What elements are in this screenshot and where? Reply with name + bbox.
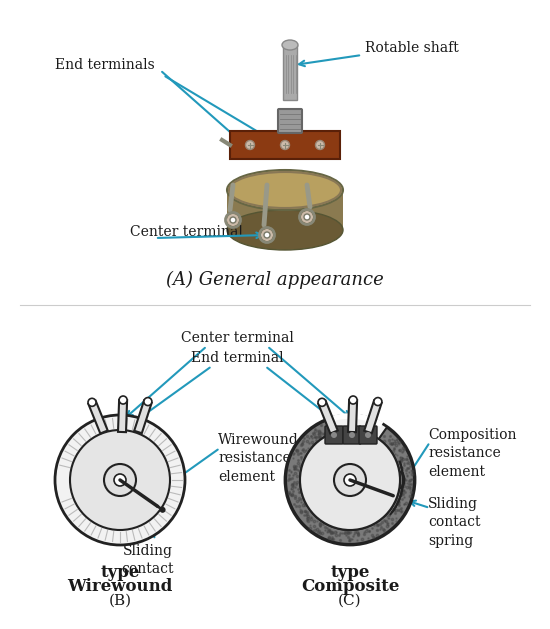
Circle shape xyxy=(374,398,382,406)
Circle shape xyxy=(365,432,371,438)
Text: Sliding
contact
spring: Sliding contact spring xyxy=(428,497,481,548)
Circle shape xyxy=(349,432,355,438)
Circle shape xyxy=(316,140,324,150)
FancyBboxPatch shape xyxy=(343,426,361,444)
Circle shape xyxy=(334,464,366,496)
FancyBboxPatch shape xyxy=(359,426,377,444)
Text: Composition
resistance
element: Composition resistance element xyxy=(428,428,516,479)
Text: (A) General appearance: (A) General appearance xyxy=(166,271,384,289)
Circle shape xyxy=(119,396,127,404)
Wedge shape xyxy=(286,420,414,544)
Text: (B): (B) xyxy=(108,594,131,608)
Circle shape xyxy=(230,217,236,223)
Ellipse shape xyxy=(227,210,343,250)
Circle shape xyxy=(114,474,126,486)
Text: End terminal: End terminal xyxy=(191,351,283,365)
FancyBboxPatch shape xyxy=(227,190,343,230)
Circle shape xyxy=(264,232,270,238)
Text: Center terminal: Center terminal xyxy=(130,225,243,239)
Polygon shape xyxy=(89,401,108,433)
Text: (C): (C) xyxy=(338,594,362,608)
Ellipse shape xyxy=(227,170,343,210)
Polygon shape xyxy=(118,400,127,432)
Circle shape xyxy=(280,140,289,150)
Ellipse shape xyxy=(282,40,298,50)
Polygon shape xyxy=(318,401,338,433)
Polygon shape xyxy=(134,400,152,433)
Bar xyxy=(283,45,297,100)
Circle shape xyxy=(144,398,152,406)
Circle shape xyxy=(88,398,96,406)
FancyBboxPatch shape xyxy=(325,426,343,444)
Text: Center terminal: Center terminal xyxy=(180,331,294,345)
Text: Wirewound
resistance
element: Wirewound resistance element xyxy=(218,433,299,484)
Circle shape xyxy=(245,140,255,150)
Circle shape xyxy=(304,214,310,220)
Text: Rotable shaft: Rotable shaft xyxy=(365,41,459,55)
Circle shape xyxy=(318,398,326,406)
Circle shape xyxy=(331,432,337,438)
Text: Wirewound: Wirewound xyxy=(67,578,173,595)
Circle shape xyxy=(160,507,166,513)
Text: Sliding
contact: Sliding contact xyxy=(122,544,174,576)
Circle shape xyxy=(285,415,415,545)
FancyBboxPatch shape xyxy=(278,109,302,133)
Bar xyxy=(230,131,340,159)
Text: type: type xyxy=(331,564,370,581)
Circle shape xyxy=(301,211,313,223)
Circle shape xyxy=(55,415,185,545)
Circle shape xyxy=(344,474,356,486)
Circle shape xyxy=(227,214,239,226)
Circle shape xyxy=(104,464,136,496)
Text: type: type xyxy=(100,564,140,581)
Circle shape xyxy=(261,229,273,241)
Circle shape xyxy=(300,430,400,530)
Polygon shape xyxy=(348,400,357,432)
Circle shape xyxy=(349,396,357,404)
Circle shape xyxy=(70,430,170,530)
Text: Composite: Composite xyxy=(301,578,399,595)
Text: End terminals: End terminals xyxy=(55,58,155,72)
Polygon shape xyxy=(364,400,382,433)
